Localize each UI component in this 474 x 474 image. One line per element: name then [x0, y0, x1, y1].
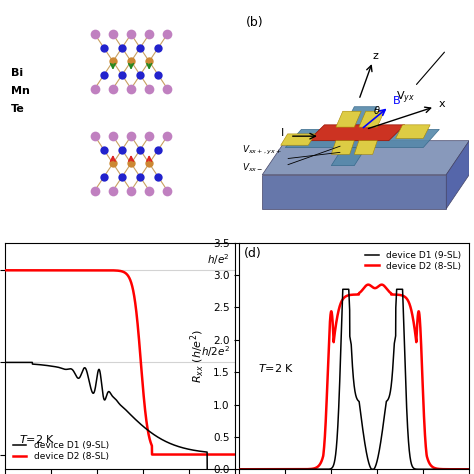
Polygon shape [331, 147, 366, 165]
Text: Mn: Mn [11, 86, 30, 96]
Polygon shape [262, 175, 446, 209]
Polygon shape [359, 111, 384, 127]
Text: V$_{yx}$: V$_{yx}$ [396, 52, 445, 106]
Polygon shape [281, 134, 315, 145]
Text: $V_{xx-}$: $V_{xx-}$ [242, 161, 263, 173]
Polygon shape [262, 141, 469, 175]
Polygon shape [354, 141, 377, 155]
Text: z: z [372, 51, 378, 61]
Text: Bi: Bi [11, 68, 23, 78]
Text: Te: Te [11, 104, 25, 114]
Text: $h/2e^2$: $h/2e^2$ [201, 344, 230, 359]
Legend: device D1 (9-SL), device D2 (8-SL): device D1 (9-SL), device D2 (8-SL) [9, 438, 112, 465]
Text: $V_{xx+,yx+}$: $V_{xx+,yx+}$ [242, 144, 282, 156]
Polygon shape [331, 141, 354, 155]
Text: x: x [438, 99, 445, 109]
Text: $h/e^2$: $h/e^2$ [207, 252, 230, 266]
Text: I: I [282, 128, 284, 138]
Text: $\theta$: $\theta$ [373, 103, 381, 116]
Polygon shape [396, 125, 430, 138]
Polygon shape [343, 107, 377, 129]
Polygon shape [336, 111, 361, 127]
Text: $T$=2 K: $T$=2 K [18, 433, 55, 446]
Polygon shape [285, 129, 439, 147]
Text: (d): (d) [244, 247, 262, 260]
Y-axis label: $R_{xx}\ (h/e^2)$: $R_{xx}\ (h/e^2)$ [189, 329, 208, 383]
Polygon shape [446, 141, 469, 209]
Text: B: B [393, 96, 401, 107]
Legend: device D1 (9-SL), device D2 (8-SL): device D1 (9-SL), device D2 (8-SL) [362, 247, 465, 274]
Polygon shape [308, 125, 405, 141]
Text: (b): (b) [246, 16, 264, 29]
Text: $T$=2 K: $T$=2 K [258, 362, 294, 374]
